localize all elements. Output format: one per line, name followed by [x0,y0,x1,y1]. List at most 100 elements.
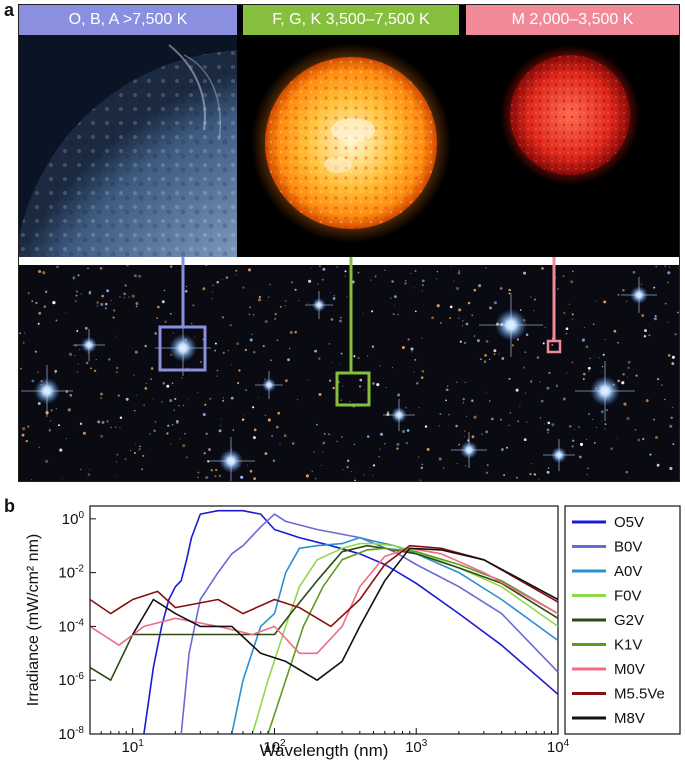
background-star [307,379,309,381]
header-m-stars: M 2,000–3,500 K [466,5,679,35]
background-star [161,300,165,304]
background-star [622,372,625,376]
background-star [392,313,395,315]
background-star [276,339,279,342]
background-star [664,302,667,305]
background-star [69,393,73,397]
background-star [185,456,188,459]
background-star [238,369,241,372]
series-line-b0v [180,513,559,735]
background-star [372,464,376,467]
background-star [313,451,315,453]
background-star [362,312,364,314]
background-star [214,475,217,478]
background-star [31,479,33,481]
series-line-o5v [143,509,559,735]
background-star [100,392,103,396]
background-star [331,362,333,363]
background-star [106,420,109,423]
x-tick-label: 103 [405,738,428,756]
background-star [405,406,407,409]
background-star [134,350,138,354]
background-star [617,341,619,344]
background-star [322,441,326,445]
background-star [586,474,588,476]
background-star [473,415,477,419]
background-star [45,459,49,463]
background-star [358,385,362,388]
background-star [264,320,268,324]
background-star [370,279,372,281]
background-star [21,433,25,437]
y-tick-label: 10-2 [58,564,84,582]
background-star [61,477,63,479]
background-star [667,321,669,323]
background-star [310,267,312,269]
background-star [243,414,245,416]
background-star [262,345,265,348]
background-star [135,305,138,308]
background-star [585,438,587,440]
background-star [142,454,145,457]
bright-star [575,361,635,421]
background-star [440,322,442,324]
background-star [290,281,294,284]
background-star [97,420,101,424]
background-star [390,297,392,299]
background-star [230,396,234,400]
background-star [584,326,586,329]
background-star [251,333,253,335]
background-star [410,351,413,353]
series-line-g2v [89,544,559,681]
background-star [406,429,410,432]
background-star [38,269,42,274]
background-star [298,300,300,302]
background-star [37,371,40,374]
background-star [424,425,428,428]
background-star [571,318,574,321]
background-star [184,289,188,293]
background-star [323,432,326,435]
background-star [667,281,669,284]
background-star [669,466,673,471]
background-star [648,334,651,337]
background-star [367,355,369,357]
background-star [536,356,540,359]
background-star [153,429,156,432]
background-star [570,280,574,284]
background-star [75,300,77,302]
background-star [99,266,103,270]
background-star [101,294,104,298]
background-star [385,386,387,389]
background-star [225,276,229,279]
background-star [531,463,532,465]
background-star [349,401,351,403]
background-star [654,314,657,318]
background-star [252,313,255,316]
background-star [214,349,217,352]
background-star [587,467,589,469]
background-star [249,338,253,342]
background-star [187,398,189,400]
background-star [465,322,469,326]
background-star [220,425,222,427]
background-star [473,288,477,292]
background-star [264,414,267,417]
background-star [152,398,154,400]
legend-label: K1V [614,637,642,654]
background-star [222,351,225,354]
series-line-a0v [231,536,559,735]
background-star [530,296,532,298]
background-star [346,296,348,298]
background-star [205,264,208,266]
background-star [130,449,132,451]
background-star [296,398,299,401]
background-star [169,399,173,403]
panel-a-star-classes: O, B, A >7,500 K F, G, K 3,500–7,500 K M… [18,4,680,485]
background-star [515,388,519,392]
background-star [508,292,511,295]
background-star [340,316,342,319]
background-star [503,474,506,477]
background-star [556,384,558,386]
background-star [104,302,108,306]
